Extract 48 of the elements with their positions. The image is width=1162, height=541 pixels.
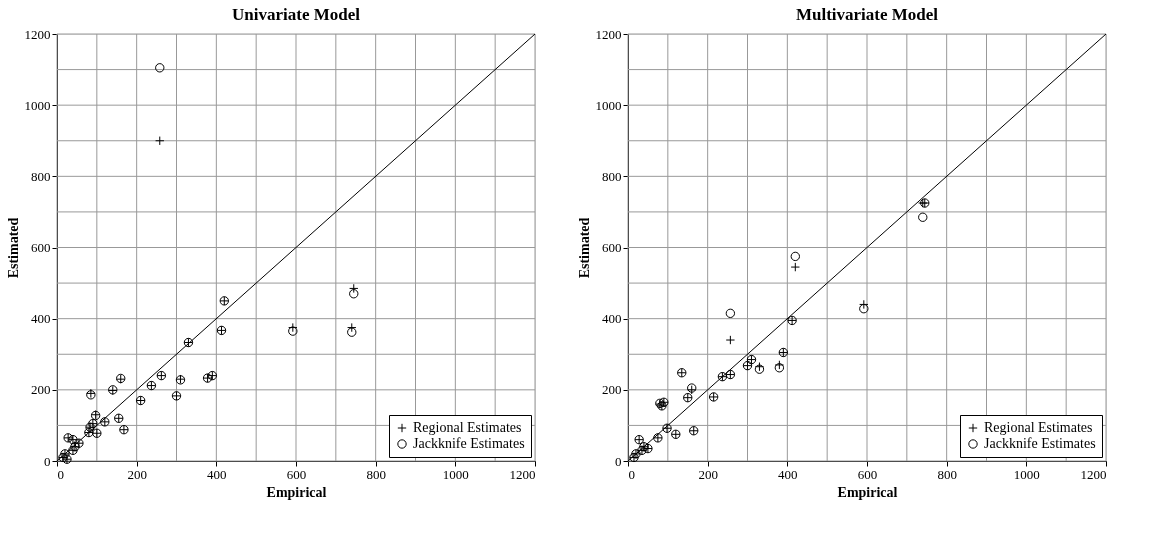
x-tick-label: 200 [698, 466, 718, 482]
y-tick-label: 1200 [595, 26, 622, 42]
x-tick-label: 1000 [442, 466, 469, 482]
legend-label: Jackknife Estimates [413, 436, 525, 451]
x-tick-label: 0 [628, 466, 635, 482]
point [790, 262, 800, 272]
x-tick-label: 600 [857, 466, 878, 482]
y-tick-label: 600 [602, 240, 622, 255]
x-tick-label: 1200 [509, 466, 536, 482]
x-axis-title: Empirical [266, 484, 327, 500]
x-tick-label: 800 [937, 466, 957, 482]
y-tick-label: 0 [44, 453, 51, 469]
x-tick-label: 1200 [1080, 466, 1107, 482]
y-tick-label: 1000 [24, 97, 51, 113]
point [918, 212, 928, 222]
x-axis-title: Empirical [837, 484, 898, 500]
y-tick-label: 200 [602, 382, 622, 398]
point [288, 326, 298, 336]
y-axis-title: Estimated [576, 217, 592, 279]
y-tick-label: 400 [31, 311, 51, 327]
point [859, 304, 869, 314]
y-tick-label: 0 [615, 453, 622, 469]
point [725, 335, 736, 345]
y-tick-label: 1200 [24, 26, 51, 42]
y-axis-title: Estimated [5, 217, 21, 279]
legend-label: Regional Estimates [413, 420, 522, 435]
chart-title: Multivariate Model [795, 5, 939, 24]
x-tick-label: 0 [57, 466, 64, 482]
point [349, 289, 359, 299]
x-tick-label: 600 [286, 466, 307, 482]
point [347, 327, 357, 337]
point [790, 251, 800, 262]
y-tick-label: 1000 [595, 97, 622, 113]
x-tick-label: 1000 [1013, 466, 1040, 482]
x-tick-label: 200 [127, 466, 147, 482]
point [155, 63, 165, 73]
chart-title: Univariate Model [232, 5, 361, 24]
x-tick-label: 400 [207, 466, 227, 482]
y-tick-label: 600 [31, 240, 51, 255]
y-tick-label: 800 [602, 168, 622, 184]
x-tick-label: 800 [366, 466, 386, 482]
y-tick-label: 800 [31, 168, 51, 184]
legend-label: Jackknife Estimates [984, 436, 1096, 451]
legend-label: Regional Estimates [984, 420, 1093, 435]
point [725, 308, 736, 318]
x-tick-label: 400 [778, 466, 798, 482]
y-tick-label: 400 [602, 311, 622, 327]
y-tick-label: 200 [31, 382, 51, 398]
